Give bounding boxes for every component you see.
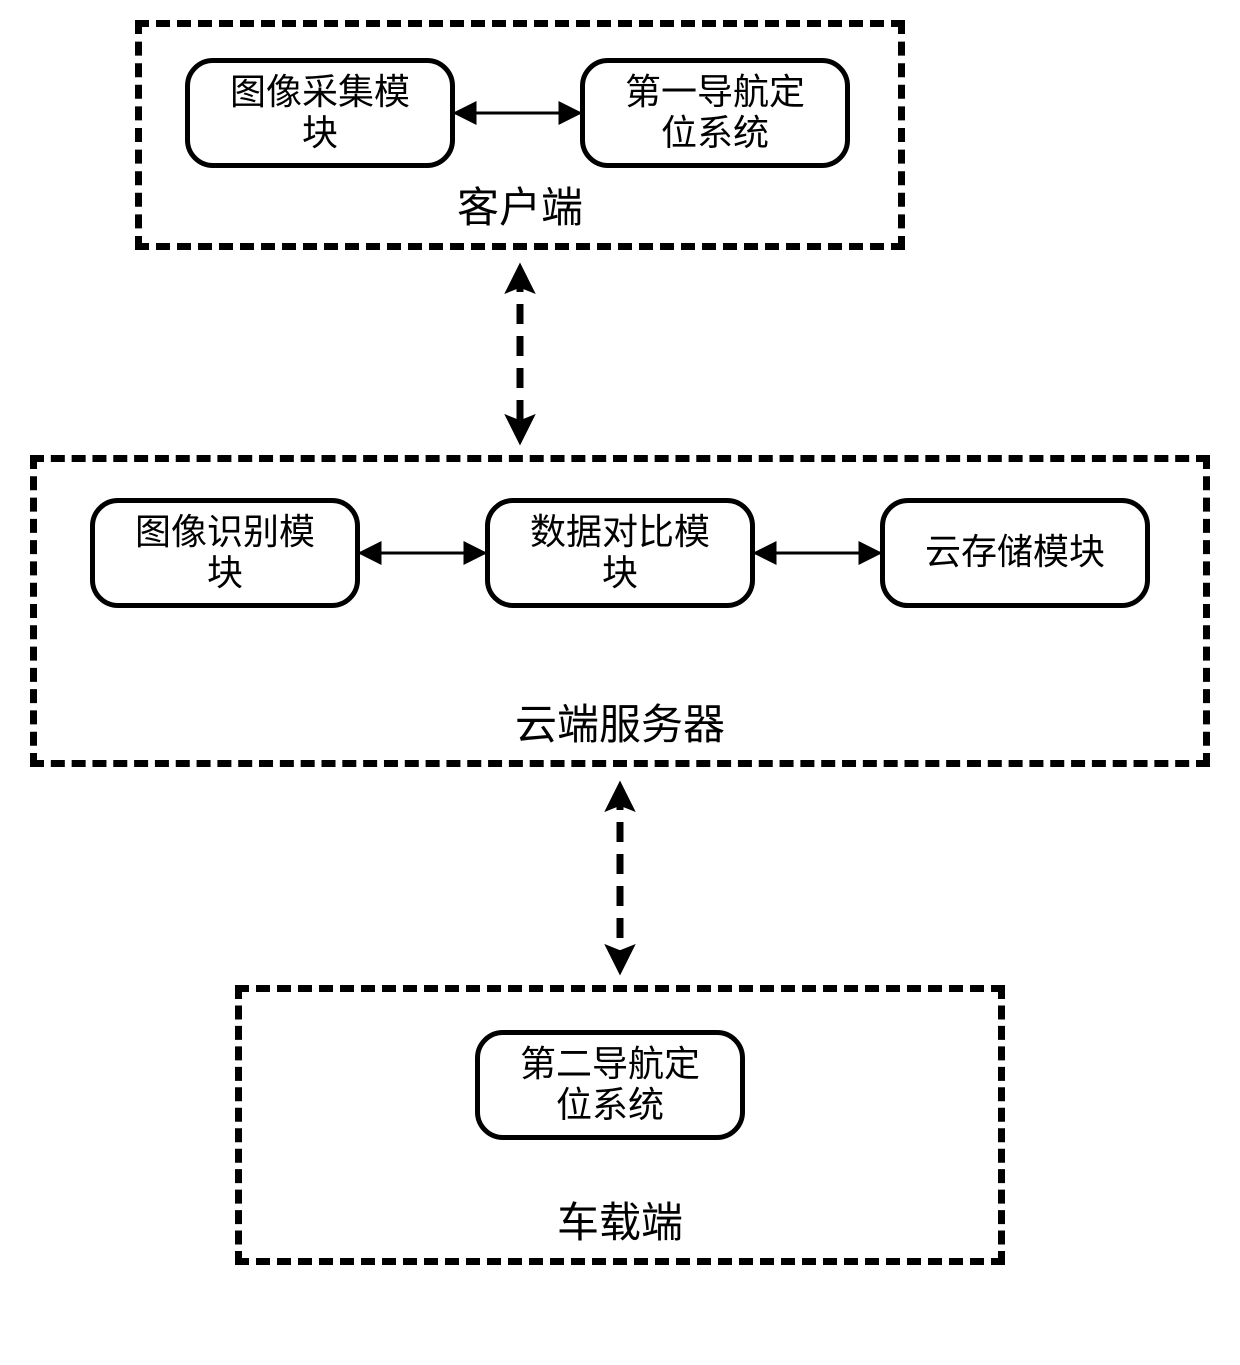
client-label: 客户端 xyxy=(142,174,898,235)
data-compare-text: 数据对比模块 xyxy=(530,512,710,595)
vehicle-label: 车载端 xyxy=(242,1189,998,1250)
nav1-text: 第一导航定位系统 xyxy=(625,72,805,155)
image-recog-module: 图像识别模块 xyxy=(90,498,360,608)
cloud-label: 云端服务器 xyxy=(37,691,1203,752)
image-capture-module: 图像采集模块 xyxy=(185,58,455,168)
image-recog-text: 图像识别模块 xyxy=(135,512,315,595)
cloud-store-text: 云存储模块 xyxy=(925,532,1105,573)
nav2-module: 第二导航定位系统 xyxy=(475,1030,745,1140)
data-compare-module: 数据对比模块 xyxy=(485,498,755,608)
nav1-module: 第一导航定位系统 xyxy=(580,58,850,168)
image-capture-text: 图像采集模块 xyxy=(230,72,410,155)
cloud-store-module: 云存储模块 xyxy=(880,498,1150,608)
nav2-text: 第二导航定位系统 xyxy=(520,1044,700,1127)
